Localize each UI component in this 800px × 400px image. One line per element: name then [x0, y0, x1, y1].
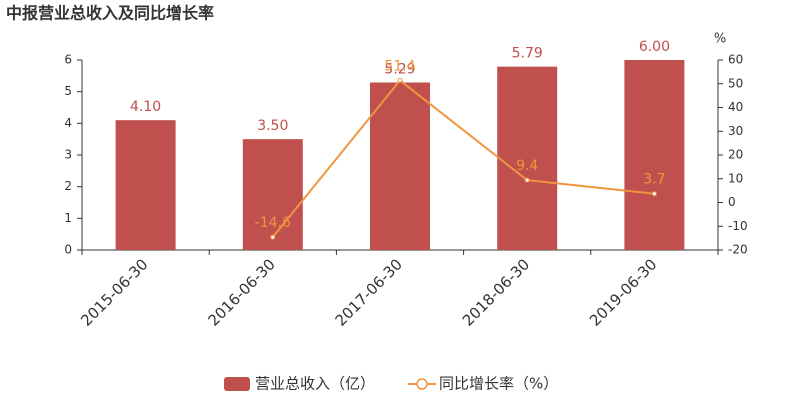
line-value-label: 51.4	[384, 58, 415, 74]
x-tick-label: 2019-06-30	[586, 255, 660, 329]
line-point	[397, 77, 403, 83]
x-tick-label: 2018-06-30	[459, 255, 533, 329]
bar	[115, 120, 176, 251]
y2-tick-label: 20	[728, 148, 743, 162]
y-tick-label: 6	[64, 53, 72, 67]
chart-title: 中报营业总收入及同比增长率	[6, 4, 214, 23]
line-value-label: 9.4	[516, 158, 538, 174]
y2-axis-label: %	[714, 32, 726, 47]
bar	[242, 139, 303, 250]
bar	[497, 66, 558, 251]
y-tick-label: 5	[64, 84, 72, 98]
legend-label: 营业总收入（亿）	[255, 375, 375, 393]
y2-tick-label: 40	[728, 100, 743, 114]
line-point	[651, 191, 657, 197]
y-tick-label: 0	[64, 243, 72, 257]
y2-tick-label: 30	[728, 124, 743, 138]
legend-swatch-marker	[416, 378, 428, 390]
y-tick-label: 3	[64, 148, 72, 162]
y2-tick-label: -10	[728, 219, 748, 233]
bar	[624, 60, 685, 250]
y2-tick-label: 10	[728, 171, 743, 185]
legend-label: 同比增长率（%）	[439, 375, 558, 393]
bar-value-label: 6.00	[639, 39, 670, 55]
bar-value-label: 3.50	[257, 118, 288, 134]
x-tick-label: 2016-06-30	[204, 255, 278, 329]
line-point	[270, 234, 276, 240]
line-point	[524, 177, 530, 183]
line	[272, 79, 655, 238]
x-tick-label: 2017-06-30	[332, 255, 406, 329]
y-tick-label: 1	[64, 211, 72, 225]
bar-value-label: 5.79	[512, 46, 543, 62]
bar	[370, 82, 430, 250]
legend-swatch	[224, 377, 250, 391]
y-tick-label: 2	[64, 179, 72, 193]
bar-value-label: 5.29	[384, 61, 415, 77]
y2-tick-label: 50	[728, 76, 743, 90]
line-value-label: -14.6	[255, 215, 291, 231]
line-value-label: 3.7	[643, 172, 665, 188]
y-tick-label: 4	[64, 116, 72, 130]
y2-tick-label: 0	[728, 195, 736, 209]
x-tick-label: 2015-06-30	[77, 255, 151, 329]
bar-value-label: 4.10	[130, 99, 161, 115]
y2-tick-label: -20	[728, 243, 748, 257]
y2-tick-label: 60	[728, 53, 743, 67]
